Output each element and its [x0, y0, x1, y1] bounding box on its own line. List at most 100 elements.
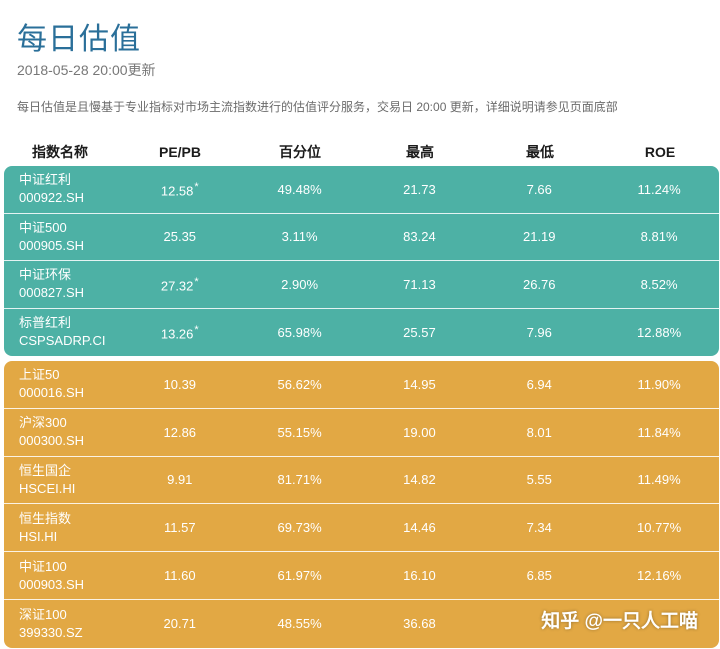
index-name-cell: 标普红利 CSPSADRP.CI [4, 314, 120, 350]
pe-pb-value: 9.91 [167, 472, 193, 488]
roe-value: 11.49% [637, 472, 681, 488]
high-value: 16.10 [403, 568, 436, 584]
percentile-value: 56.62% [277, 376, 322, 392]
table-row[interactable]: 中证环保 000827.SH 27.32* 2.90% 71.13 26.76 8.52% [4, 261, 719, 309]
index-name: 恒生指数 [19, 510, 72, 526]
index-name-cell: 深证100 399330.SZ [4, 606, 120, 642]
low-value: 6.85 [526, 568, 552, 584]
index-name-cell: 中证环保 000827.SH [4, 266, 120, 302]
pe-pb-value: 13.26 [160, 325, 194, 341]
table-row[interactable]: 中证500 000905.SH 25.35 3.11% 83.24 21.19 8.81% [4, 214, 719, 261]
high-value: 25.57 [403, 324, 436, 340]
pe-pb-value: 11.60 [163, 568, 196, 584]
table-header: 指数名称 PE/PB 百分位 最高 最低 ROE [0, 138, 720, 166]
high-value: 36.68 [403, 616, 436, 632]
header-index-name: 指数名称 [32, 144, 88, 160]
high-value: 71.13 [403, 276, 436, 292]
header-low: 最低 [526, 144, 554, 160]
low-value: 21.19 [522, 229, 556, 245]
percentile-value: 48.55% [277, 616, 322, 632]
high-value: 14.82 [403, 472, 436, 488]
index-code: 399330.SZ [19, 624, 83, 640]
pe-pb-cell: 25.35 [120, 229, 240, 244]
roe-value: 8.52% [640, 276, 678, 292]
pe-pb-cell: 27.32* [120, 276, 240, 293]
roe-value: 10.77% [637, 520, 682, 536]
index-name-cell: 中证红利 000922.SH [4, 171, 120, 207]
header-percentile: 百分位 [279, 144, 321, 160]
index-name: 恒生国企 [19, 462, 72, 478]
high-value: 14.95 [403, 376, 436, 392]
index-name-cell: 沪深300 000300.SH [4, 414, 120, 450]
pe-pb-cell: 10.39 [120, 377, 240, 392]
index-name-cell: 恒生指数 HSI.HI [4, 510, 120, 546]
low-value: 7.96 [526, 324, 552, 340]
index-name-cell: 中证100 000903.SH [4, 558, 120, 594]
pe-pb-value: 25.35 [163, 229, 197, 245]
table-row[interactable]: 上证50 000016.SH 10.39 56.62% 14.95 6.94 11.90% [4, 361, 719, 409]
pe-pb-cell: 11.60 [120, 568, 240, 583]
roe-value: 11.24% [637, 181, 681, 197]
table-row[interactable]: 深证100 399330.SZ 20.71 48.55% 36.68 [4, 600, 719, 648]
low-value: 5.55 [526, 472, 552, 488]
index-name-cell: 中证500 000905.SH [4, 219, 120, 255]
roe-value: 12.88% [637, 324, 682, 340]
low-value: 26.76 [522, 276, 556, 292]
index-name: 上证50 [19, 367, 60, 383]
roe-value: 8.81% [640, 229, 678, 245]
index-code: HSI.HI [19, 528, 58, 544]
percentile-value: 2.90% [281, 276, 319, 292]
roe-value: 11.90% [637, 376, 681, 392]
table-row[interactable]: 恒生指数 HSI.HI 11.57 69.73% 14.46 7.34 10.77% [4, 504, 719, 553]
percentile-value: 69.73% [277, 520, 322, 536]
index-code: 000905.SH [19, 237, 85, 253]
percentile-value: 55.15% [277, 424, 322, 440]
update-timestamp: 2018-05-28 20:00更新 [17, 62, 156, 78]
index-code: HSCEI.HI [19, 480, 76, 496]
percentile-value: 65.98% [277, 324, 322, 340]
low-value: 7.66 [526, 181, 552, 197]
pe-pb-value: 12.58 [160, 182, 194, 198]
pe-pb-cell: 9.91 [120, 472, 240, 487]
index-name: 沪深300 [19, 415, 67, 431]
watermark-text: 知乎 @一只人工喵 [541, 611, 698, 632]
pe-pb-cell: 13.26* [120, 324, 240, 341]
page-title: 每日估值 [17, 23, 141, 56]
pe-pb-cell: 20.71 [120, 616, 240, 631]
pb-marker-asterisk: * [194, 275, 199, 288]
low-value: 6.94 [526, 376, 552, 392]
table-row[interactable]: 标普红利 CSPSADRP.CI 13.26* 65.98% 25.57 7.96 12.8… [4, 309, 719, 357]
pb-marker-asterisk: * [194, 180, 199, 193]
index-code: 000300.SH [19, 433, 85, 449]
table-row[interactable]: 中证红利 000922.SH 12.58* 49.48% 21.73 7.66 11.24% [4, 166, 719, 214]
percentile-value: 61.97% [277, 568, 322, 584]
valuation-group-low: 中证红利 000922.SH 12.58* 49.48% 21.73 7.66 11.24%… [4, 166, 719, 356]
pe-pb-value: 20.71 [163, 616, 197, 632]
pe-pb-cell: 12.86 [120, 425, 240, 440]
table-row[interactable]: 恒生国企 HSCEI.HI 9.91 81.71% 14.82 5.55 11.49% [4, 457, 719, 505]
table-row[interactable]: 中证100 000903.SH 11.60 61.97% 16.10 6.85 12.16% [4, 552, 719, 600]
pe-pb-cell: 11.57 [120, 520, 240, 535]
table-row[interactable]: 沪深300 000300.SH 12.86 55.15% 19.00 8.01 11.84% [4, 409, 719, 457]
low-value: 7.34 [526, 520, 552, 536]
pe-pb-value: 10.39 [163, 376, 197, 392]
pe-pb-value: 27.32 [160, 277, 194, 293]
index-name: 标普红利 [19, 315, 72, 331]
pe-pb-cell: 12.58* [120, 181, 240, 198]
valuation-group-mid: 上证50 000016.SH 10.39 56.62% 14.95 6.94 11.90% 沪… [4, 361, 719, 648]
pe-pb-value: 12.86 [163, 424, 197, 440]
high-value: 14.46 [403, 520, 436, 536]
index-name: 中证500 [19, 219, 67, 235]
index-name: 中证环保 [19, 267, 72, 283]
roe-value: 11.84% [637, 424, 681, 440]
index-code: 000827.SH [19, 285, 85, 301]
index-name: 中证100 [19, 558, 67, 574]
index-name-cell: 上证50 000016.SH [4, 366, 120, 402]
high-value: 19.00 [403, 424, 436, 440]
high-value: 21.73 [403, 181, 436, 197]
pb-marker-asterisk: * [194, 323, 199, 336]
header-high: 最高 [406, 144, 434, 160]
page-description: 每日估值是且慢基于专业指标对市场主流指数进行的估值评分服务，交易日 20:00 … [17, 100, 618, 114]
high-value: 83.24 [403, 229, 436, 245]
percentile-value: 3.11% [281, 229, 318, 245]
